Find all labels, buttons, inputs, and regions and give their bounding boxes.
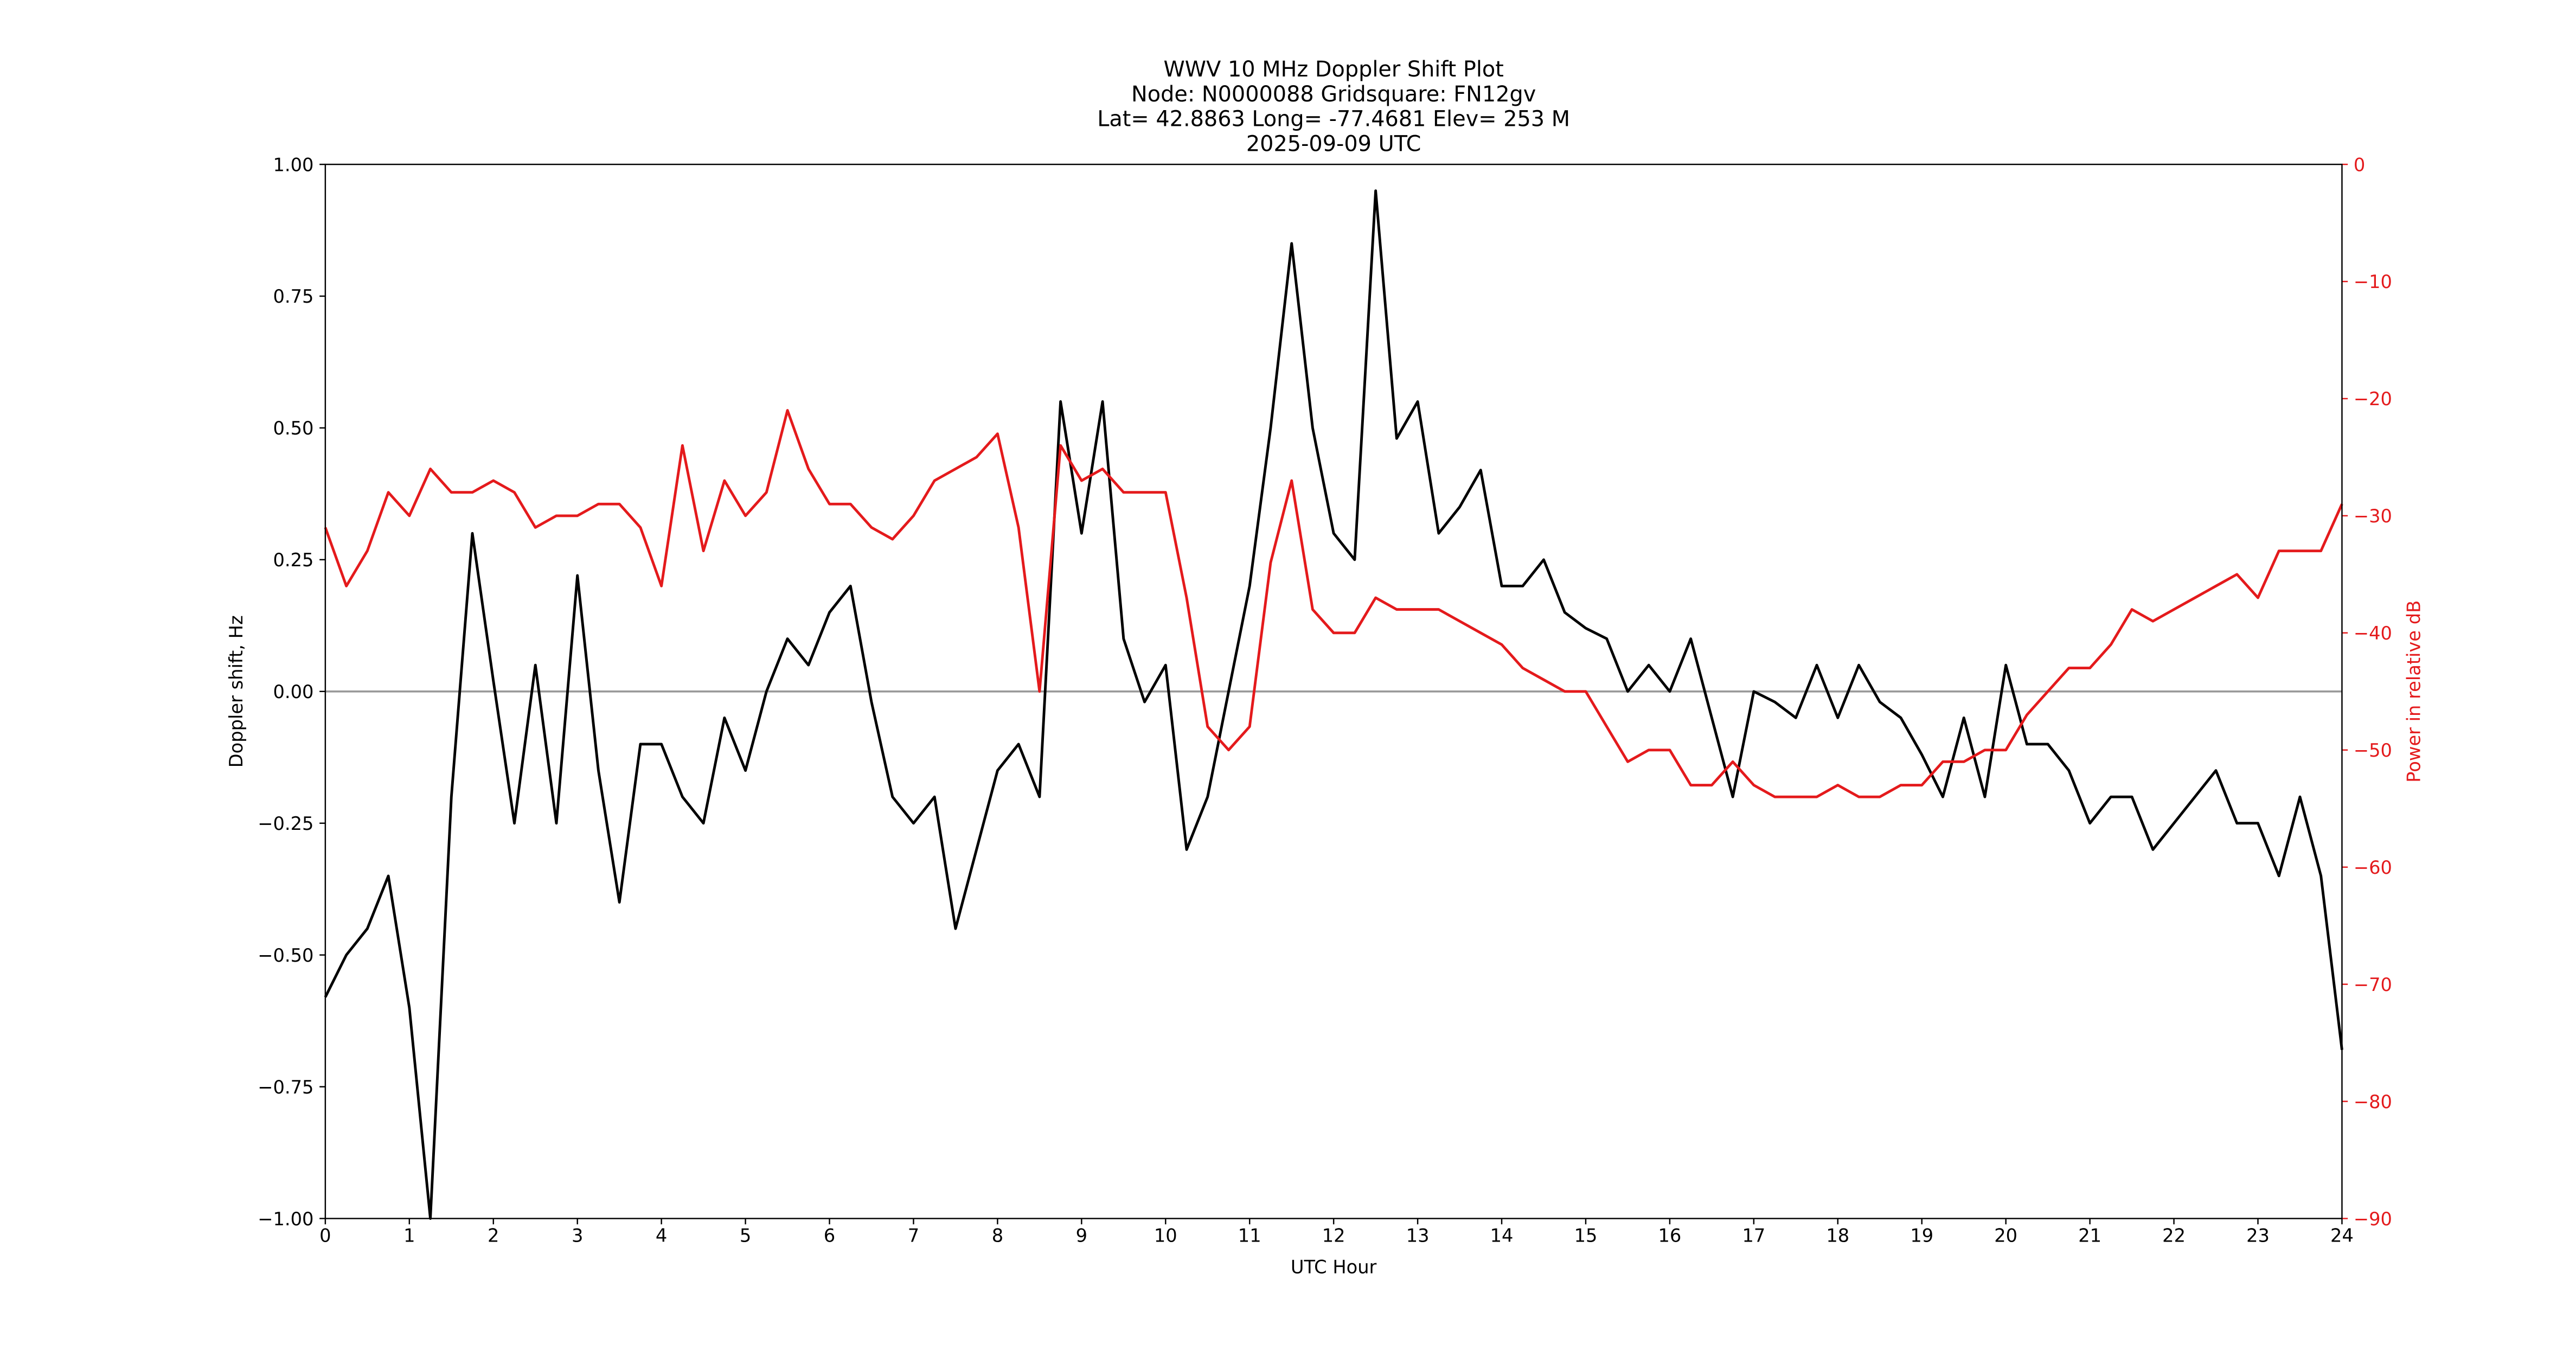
x-tick-label: 3 (572, 1225, 583, 1246)
x-tick-label: 4 (656, 1225, 667, 1246)
x-tick-label: 1 (403, 1225, 415, 1246)
x-tick-label: 13 (1406, 1225, 1430, 1246)
y-axis-label: Doppler shift, Hz (226, 615, 247, 767)
x-tick-label: 14 (1490, 1225, 1514, 1246)
x-tick-label: 10 (1154, 1225, 1177, 1246)
y-tick-label: 0.75 (273, 286, 313, 307)
y-tick-label: 0.25 (273, 549, 313, 571)
x-tick-label: 8 (992, 1225, 1003, 1246)
x-tick-label: 23 (2246, 1225, 2270, 1246)
chart-title: Lat= 42.8863 Long= -77.4681 Elev= 253 M (1097, 107, 1570, 132)
y-tick-label: −0.25 (258, 813, 313, 834)
x-tick-label: 24 (2330, 1225, 2354, 1246)
y2-tick-label: −50 (2354, 740, 2392, 761)
x-tick-label: 18 (1826, 1225, 1849, 1246)
y2-tick-label: −20 (2354, 388, 2392, 410)
y2-tick-label: −40 (2354, 623, 2392, 644)
x-tick-label: 0 (319, 1225, 331, 1246)
y2-tick-label: −70 (2354, 974, 2392, 995)
data-line (324, 409, 2343, 798)
x-tick-label: 15 (1574, 1225, 1598, 1246)
y2-tick-label: −10 (2354, 271, 2392, 292)
y2-tick-label: −80 (2354, 1091, 2392, 1112)
x-tick-label: 19 (1910, 1225, 1933, 1246)
y-tick-label: −1.00 (258, 1208, 313, 1230)
x-tick-label: 5 (740, 1225, 751, 1246)
y2-tick-label: −60 (2354, 857, 2392, 878)
x-tick-label: 20 (1994, 1225, 2017, 1246)
x-tick-label: 9 (1076, 1225, 1087, 1246)
x-tick-label: 7 (908, 1225, 919, 1246)
y-tick-label: 1.00 (273, 154, 313, 175)
y2-tick-label: −90 (2354, 1208, 2392, 1230)
x-axis-label: UTC Hour (1291, 1257, 1377, 1278)
data-line (324, 189, 2343, 1220)
chart-title: WWV 10 MHz Doppler Shift Plot (1163, 57, 1503, 82)
x-tick-label: 11 (1238, 1225, 1261, 1246)
x-tick-label: 2 (488, 1225, 499, 1246)
y-tick-label: −0.75 (258, 1077, 313, 1098)
y2-tick-label: 0 (2354, 154, 2365, 175)
x-tick-label: 22 (2162, 1225, 2186, 1246)
y-tick-label: 0.00 (273, 681, 313, 702)
chart-title: 2025-09-09 UTC (1246, 132, 1421, 157)
y2-tick-label: −30 (2354, 506, 2392, 527)
y-tick-label: 0.50 (273, 418, 313, 439)
x-tick-label: 17 (1742, 1225, 1765, 1246)
x-tick-label: 21 (2078, 1225, 2101, 1246)
x-tick-label: 12 (1322, 1225, 1345, 1246)
chart-title: Node: N0000088 Gridsquare: FN12gv (1131, 82, 1536, 107)
x-tick-label: 16 (1658, 1225, 1682, 1246)
y-tick-label: −0.50 (258, 945, 313, 966)
x-tick-label: 6 (824, 1225, 835, 1246)
plot-frame (324, 163, 2343, 1219)
y2-axis-label: Power in relative dB (2403, 600, 2424, 783)
